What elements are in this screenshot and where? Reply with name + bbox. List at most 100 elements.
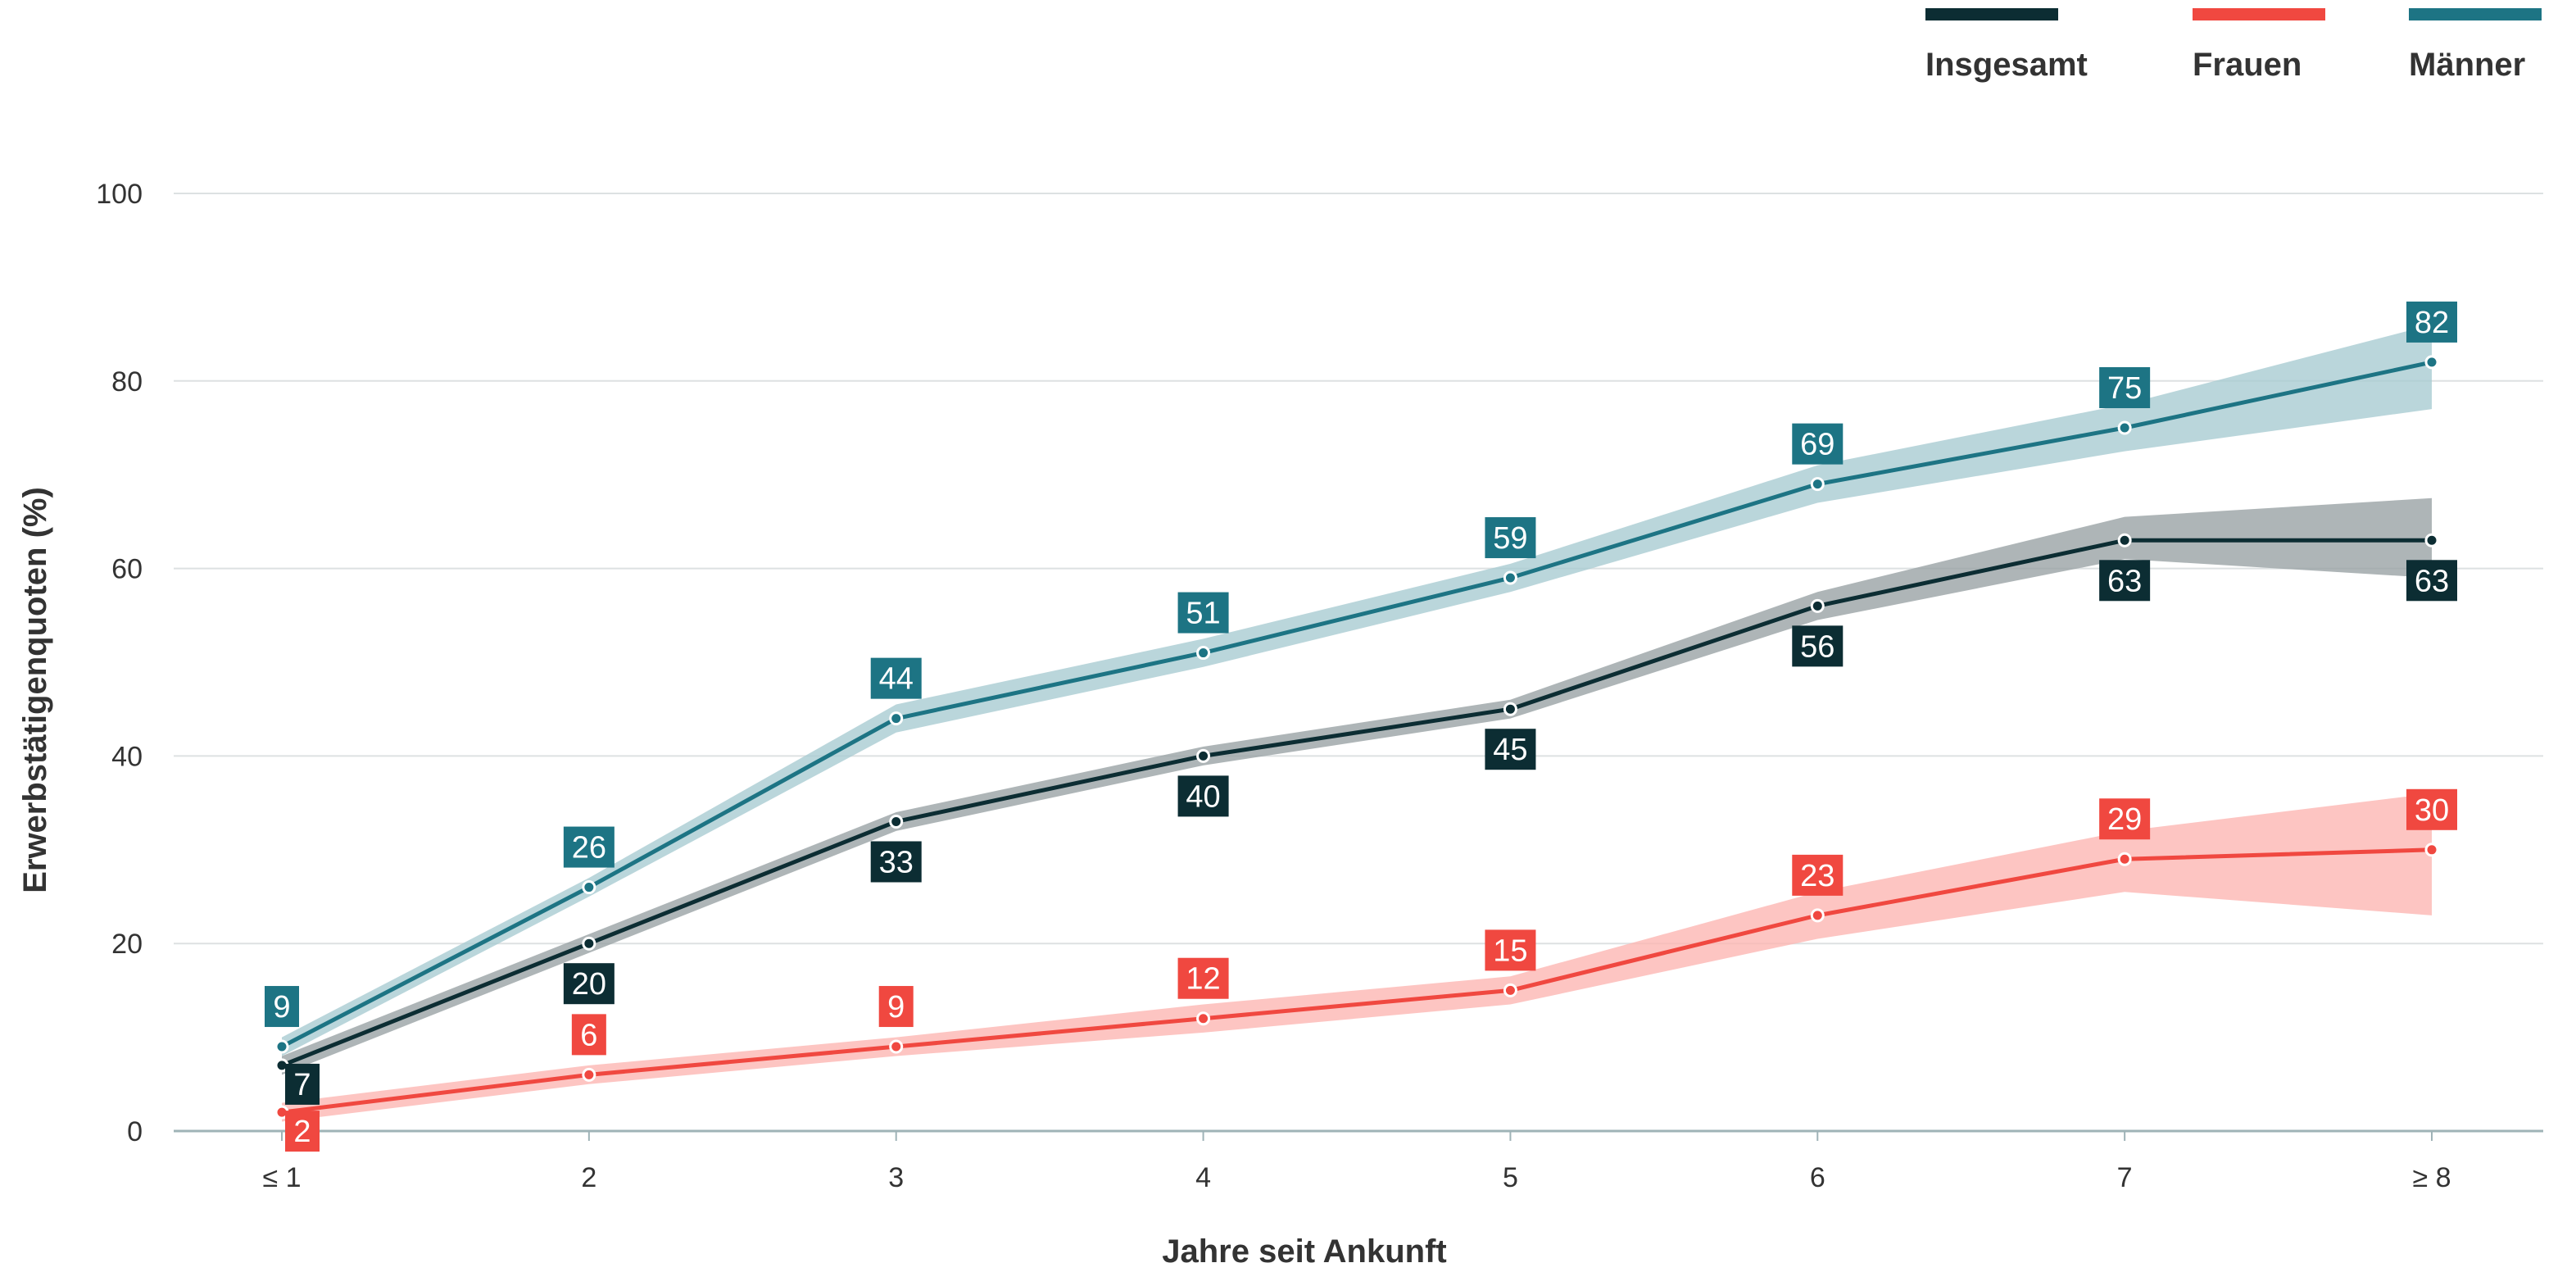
maenner-point (1810, 477, 1825, 492)
maenner-point (2117, 420, 2132, 435)
frauen-point (582, 1067, 596, 1082)
frauen-data-label: 29 (2099, 798, 2151, 840)
data-label-background (878, 986, 914, 1028)
data-label-text: 44 (879, 662, 914, 697)
legend-swatch (2409, 8, 2542, 20)
insgesamt-data-label: 40 (1177, 775, 1229, 817)
data-label-background (563, 963, 615, 1005)
data-label-background (2406, 788, 2457, 830)
data-label-background (1485, 929, 1536, 971)
insgesamt-point (2117, 533, 2132, 547)
data-label-text: 9 (273, 990, 290, 1024)
maenner-point (1503, 570, 1517, 585)
y-tick-label: 80 (111, 366, 143, 398)
insgesamt-confidence-band (282, 497, 2432, 1075)
x-tick-label: 4 (1195, 1162, 1211, 1193)
data-label-text: 7 (293, 1068, 311, 1102)
data-label-text: 6 (580, 1018, 597, 1052)
data-label-text: 40 (1186, 779, 1220, 814)
legend-label: Frauen (2193, 47, 2302, 83)
insgesamt-point (889, 814, 904, 829)
y-tick-label: 0 (127, 1116, 143, 1147)
y-axis-title: Erwerbstätigenquoten (%) (17, 487, 53, 893)
insgesamt-line (281, 538, 2432, 1068)
data-label-background (870, 657, 922, 699)
insgesamt-data-label: 33 (870, 841, 922, 883)
legend-swatch (2193, 8, 2325, 20)
frauen-point (889, 1039, 904, 1054)
frauen-data-label: 6 (571, 1014, 606, 1056)
maenner-point (582, 880, 596, 895)
data-label-text: 59 (1493, 521, 1527, 556)
legend-item-insgesamt: Insgesamt (1925, 8, 2088, 83)
insgesamt-point (1810, 598, 1825, 613)
data-label-text: 63 (2415, 564, 2449, 598)
x-tick-label: 2 (581, 1162, 596, 1193)
insgesamt-data-label: 20 (563, 963, 615, 1005)
frauen-confidence-band (282, 793, 2432, 1122)
data-label-text: 69 (1800, 428, 1834, 462)
data-label-background (285, 1111, 320, 1152)
frauen-data-label: 30 (2406, 788, 2457, 830)
maenner-data-label: 51 (1177, 592, 1229, 634)
data-label-background (1792, 854, 1844, 896)
maenner-data-label: 75 (2099, 367, 2151, 408)
y-tick-label: 60 (111, 554, 143, 585)
maenner-data-label: 26 (563, 826, 615, 868)
x-tick-label: 3 (888, 1162, 904, 1193)
frauen-line (281, 847, 2433, 1115)
x-tick-label: 6 (1810, 1162, 1825, 1193)
frauen-data-label: 2 (285, 1111, 320, 1152)
maenner-confidence-band (282, 325, 2432, 1056)
maenner-data-label: 59 (1485, 517, 1536, 559)
data-label-text: 29 (2107, 802, 2142, 837)
legend: Insgesamt Frauen Männer (1925, 8, 2542, 83)
data-label-text: 15 (1493, 934, 1527, 968)
insgesamt-data-label: 63 (2406, 560, 2457, 602)
data-label-background (2406, 301, 2457, 343)
maenner-line (280, 360, 2433, 1049)
insgesamt-data-label: 56 (1792, 625, 1844, 667)
data-label-text: 82 (2415, 306, 2449, 340)
insgesamt-point (582, 936, 596, 951)
legend-swatch (1925, 8, 2058, 20)
data-label-background (1485, 729, 1536, 770)
legend-label: Insgesamt (1925, 47, 2088, 83)
confidence-bands (282, 325, 2432, 1122)
frauen-data-label: 23 (1792, 854, 1844, 896)
maenner-data-label: 9 (265, 986, 299, 1028)
data-label-text: 20 (572, 967, 606, 1002)
data-label-text: 2 (293, 1115, 311, 1149)
legend-label: Männer (2409, 47, 2525, 83)
y-axis-ticks: 0 20 40 60 80 100 (96, 179, 143, 1147)
data-label-text: 12 (1186, 962, 1220, 997)
data-label-background (1792, 423, 1844, 465)
data-label-background (563, 826, 615, 868)
x-axis-title: Jahre seit Ankunft (1162, 1233, 1446, 1270)
insgesamt-data-label: 63 (2099, 560, 2151, 602)
insgesamt-data-label: 45 (1485, 729, 1536, 770)
y-tick-label: 100 (96, 179, 143, 210)
data-label-text: 26 (572, 831, 606, 865)
frauen-point (1810, 908, 1825, 923)
x-tick-label: ≤ 1 (262, 1162, 301, 1193)
frauen-data-label: 9 (878, 986, 914, 1028)
maenner-point (2424, 355, 2439, 370)
data-label-text: 63 (2107, 564, 2142, 598)
insgesamt-point (2424, 533, 2439, 547)
data-label-background (870, 841, 922, 883)
x-tick-label: 5 (1503, 1162, 1518, 1193)
frauen-point (1196, 1011, 1211, 1026)
legend-item-frauen: Frauen (2193, 8, 2325, 83)
data-label-text: 9 (887, 990, 905, 1024)
data-label-text: 56 (1800, 629, 1834, 664)
data-label-background (2406, 560, 2457, 602)
data-label-background (1485, 517, 1536, 559)
legend-item-maenner: Männer (2409, 8, 2542, 83)
data-label-background (571, 1014, 606, 1056)
x-tick-label: 7 (2117, 1162, 2133, 1193)
insgesamt-data-label: 7 (285, 1063, 320, 1105)
maenner-data-label: 69 (1792, 423, 1844, 465)
